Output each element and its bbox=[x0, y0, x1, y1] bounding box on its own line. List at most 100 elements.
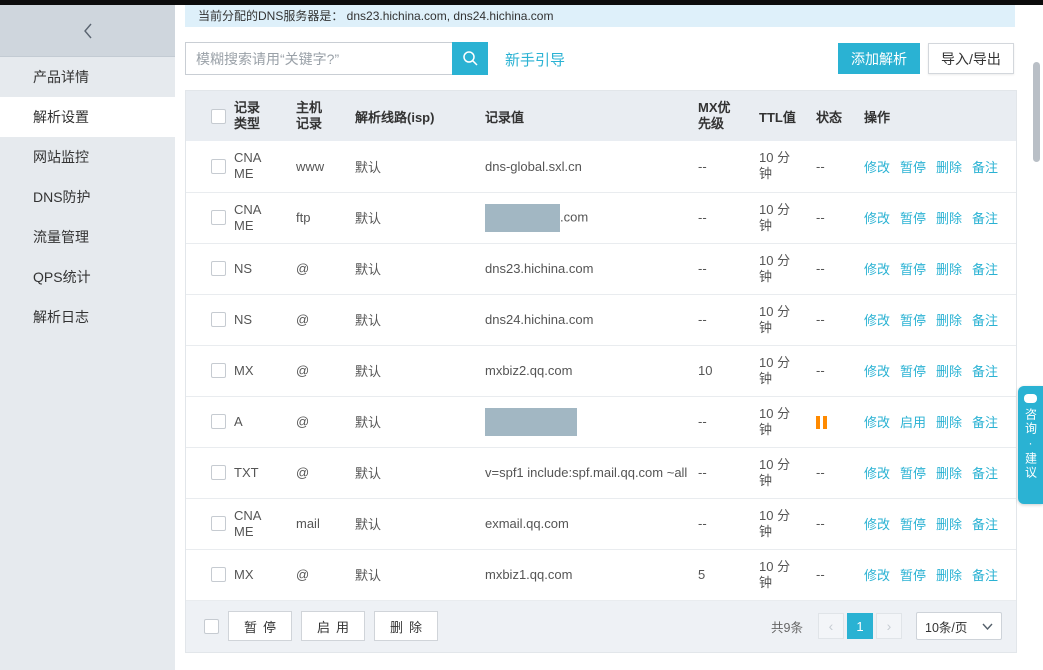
sidebar-item-解析设置[interactable]: 解析设置 bbox=[0, 97, 175, 137]
action-remark[interactable]: 备注 bbox=[972, 568, 999, 583]
action-remark[interactable]: 备注 bbox=[972, 466, 999, 481]
status-text: -- bbox=[816, 261, 825, 276]
bulk-select-checkbox[interactable] bbox=[204, 618, 219, 634]
action-delete[interactable]: 删除 bbox=[936, 313, 963, 328]
action-remark[interactable]: 备注 bbox=[972, 262, 999, 277]
action-edit[interactable]: 修改 bbox=[864, 415, 891, 430]
action-delete[interactable]: 删除 bbox=[936, 364, 963, 379]
total-count: 共9条 bbox=[771, 620, 803, 635]
record-value bbox=[485, 396, 698, 447]
beginner-guide-link[interactable]: 新手引导 bbox=[505, 52, 566, 69]
action-delete[interactable]: 删除 bbox=[936, 415, 963, 430]
row-checkbox[interactable] bbox=[211, 261, 226, 276]
mx-priority: -- bbox=[698, 465, 707, 480]
table-row: CNAME www 默认 dns-global.sxl.cn -- 10 分钟 -- 修改 暂停… bbox=[186, 141, 1016, 192]
action-pause[interactable]: 暂停 bbox=[900, 211, 927, 226]
current-page-button[interactable]: 1 bbox=[847, 613, 873, 639]
line-isp: 默认 bbox=[355, 568, 382, 583]
action-pause[interactable]: 暂停 bbox=[900, 568, 927, 583]
search-input[interactable] bbox=[185, 42, 452, 75]
action-edit[interactable]: 修改 bbox=[864, 262, 891, 277]
record-value: mxbiz2.qq.com bbox=[485, 345, 698, 396]
line-isp: 默认 bbox=[355, 415, 382, 430]
row-checkbox[interactable] bbox=[211, 414, 226, 429]
ttl-value: 10 分钟 bbox=[759, 354, 791, 386]
search-icon bbox=[462, 51, 478, 66]
action-pause[interactable]: 暂停 bbox=[900, 517, 927, 532]
action-pause[interactable]: 暂停 bbox=[900, 466, 927, 481]
action-delete[interactable]: 删除 bbox=[936, 568, 963, 583]
host-record: @ bbox=[296, 261, 310, 276]
action-delete[interactable]: 删除 bbox=[936, 517, 963, 532]
row-checkbox[interactable] bbox=[211, 516, 226, 531]
sidebar-item-解析日志[interactable]: 解析日志 bbox=[33, 309, 89, 325]
action-delete[interactable]: 删除 bbox=[936, 466, 963, 481]
row-checkbox[interactable] bbox=[211, 158, 226, 174]
action-edit[interactable]: 修改 bbox=[864, 568, 891, 583]
action-remark[interactable]: 备注 bbox=[972, 211, 999, 226]
prev-page-button[interactable]: ‹ bbox=[818, 613, 844, 639]
bulk-enable-button[interactable]: 启用 bbox=[301, 611, 366, 641]
action-enable[interactable]: 启用 bbox=[900, 415, 927, 430]
ttl-value: 10 分钟 bbox=[759, 201, 791, 233]
table-row: CNAME ftp 默认 .com -- 10 分钟 -- 修改 暂停 删除 备注 bbox=[186, 192, 1016, 243]
search-group bbox=[185, 42, 488, 75]
scrollbar-thumb[interactable] bbox=[1033, 62, 1040, 162]
host-record: @ bbox=[296, 363, 310, 378]
action-remark[interactable]: 备注 bbox=[972, 517, 999, 532]
col-mx-priority: MX优先级 bbox=[698, 100, 731, 131]
record-value-text: mxbiz2.qq.com bbox=[485, 363, 573, 378]
action-delete[interactable]: 删除 bbox=[936, 211, 963, 226]
next-page-button[interactable]: › bbox=[876, 613, 902, 639]
action-edit[interactable]: 修改 bbox=[864, 466, 891, 481]
action-delete[interactable]: 删除 bbox=[936, 159, 963, 175]
action-remark[interactable]: 备注 bbox=[972, 313, 999, 328]
table-row: A @ 默认 -- 10 分钟 修改 启用 删除 备注 bbox=[186, 396, 1016, 447]
main-content: 当前分配的DNS服务器是： dns23.hichina.com, dns24.h… bbox=[185, 5, 1017, 653]
action-remark[interactable]: 备注 bbox=[972, 159, 999, 175]
row-checkbox[interactable] bbox=[211, 312, 226, 327]
action-edit[interactable]: 修改 bbox=[864, 517, 891, 532]
search-button[interactable] bbox=[452, 42, 488, 75]
row-checkbox[interactable] bbox=[211, 465, 226, 480]
record-value-text: v=spf1 include:spf.mail.qq.com ~all bbox=[485, 465, 688, 480]
action-pause[interactable]: 暂停 bbox=[900, 262, 927, 277]
action-edit[interactable]: 修改 bbox=[864, 211, 891, 226]
ttl-value: 10 分钟 bbox=[759, 150, 791, 182]
sidebar-item-网站监控[interactable]: 网站监控 bbox=[33, 149, 89, 165]
toolbar: 新手引导 添加解析 导入/导出 bbox=[185, 42, 1015, 75]
action-edit[interactable]: 修改 bbox=[864, 364, 891, 379]
sidebar-item-产品详情[interactable]: 产品详情 bbox=[33, 69, 89, 85]
table-row: MX @ 默认 mxbiz2.qq.com 10 10 分钟 -- 修改 暂停 删除 备注 bbox=[186, 345, 1016, 396]
row-checkbox[interactable] bbox=[211, 567, 226, 582]
sidebar-item-QPS统计[interactable]: QPS统计 bbox=[33, 269, 91, 285]
bulk-delete-button[interactable]: 删除 bbox=[374, 611, 439, 641]
sidebar-item-流量管理[interactable]: 流量管理 bbox=[33, 229, 89, 245]
action-pause[interactable]: 暂停 bbox=[900, 364, 927, 379]
select-all-checkbox[interactable] bbox=[211, 108, 226, 124]
action-pause[interactable]: 暂停 bbox=[900, 313, 927, 328]
action-edit[interactable]: 修改 bbox=[864, 313, 891, 328]
table-footer: 暂停 启用 删除 共9条 ‹ 1 › 10条/页 bbox=[186, 600, 1016, 652]
record-value-suffix: .com bbox=[560, 208, 589, 224]
mx-priority: -- bbox=[698, 414, 707, 429]
row-checkbox[interactable] bbox=[211, 210, 226, 225]
action-delete[interactable]: 删除 bbox=[936, 262, 963, 277]
record-type: MX bbox=[234, 362, 254, 378]
sidebar-collapse-button[interactable] bbox=[0, 5, 175, 57]
import-export-button[interactable]: 导入/导出 bbox=[928, 43, 1014, 74]
action-remark[interactable]: 备注 bbox=[972, 415, 999, 430]
action-pause[interactable]: 暂停 bbox=[900, 159, 927, 175]
page-size-select[interactable]: 10条/页 bbox=[916, 612, 1002, 640]
action-remark[interactable]: 备注 bbox=[972, 364, 999, 379]
ttl-value: 10 分钟 bbox=[759, 405, 791, 437]
row-checkbox[interactable] bbox=[211, 363, 226, 378]
add-record-button[interactable]: 添加解析 bbox=[838, 43, 920, 74]
action-edit[interactable]: 修改 bbox=[864, 159, 891, 175]
sidebar-item-DNS防护[interactable]: DNS防护 bbox=[33, 189, 91, 205]
feedback-widget[interactable]: 咨询·建议 bbox=[1018, 386, 1043, 504]
row-actions: 修改 暂停 删除 备注 bbox=[864, 549, 1016, 600]
row-actions: 修改 暂停 删除 备注 bbox=[864, 498, 1016, 549]
bulk-pause-button[interactable]: 暂停 bbox=[228, 611, 293, 641]
record-type: MX bbox=[234, 566, 254, 582]
